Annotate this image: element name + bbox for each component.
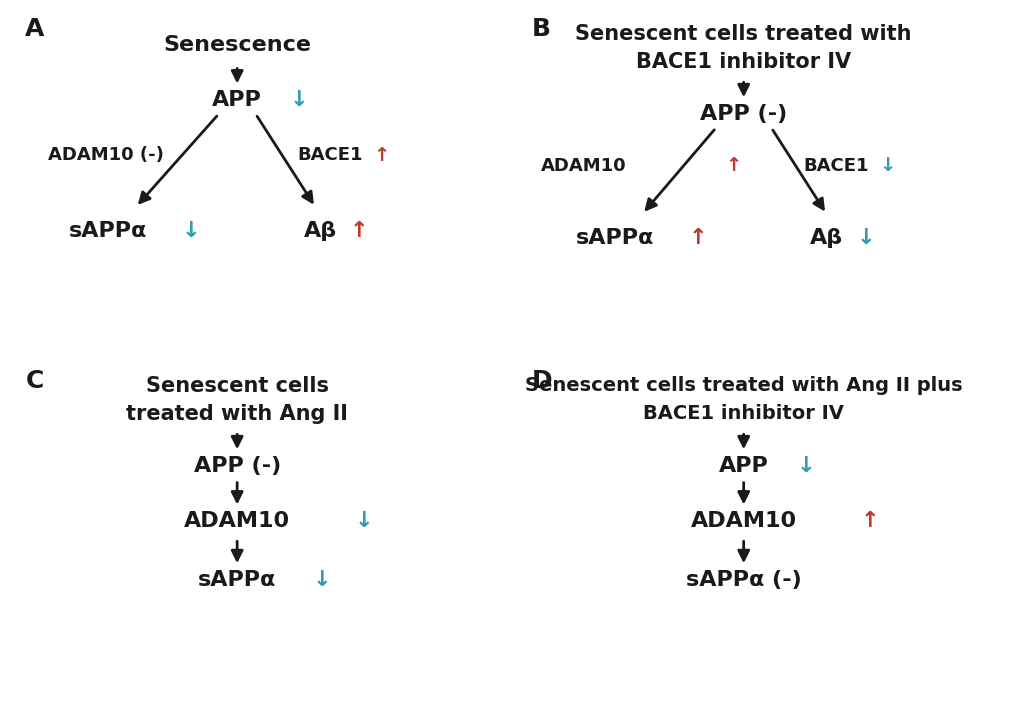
Text: ADAM10: ADAM10 (540, 156, 626, 175)
Text: ↓: ↓ (878, 156, 895, 175)
Text: ↓: ↓ (181, 221, 201, 241)
Text: ADAM10: ADAM10 (690, 511, 796, 531)
Text: B: B (531, 17, 550, 41)
Text: sAPPα: sAPPα (198, 570, 276, 590)
Text: sAPPα: sAPPα (69, 221, 147, 241)
Text: BACE1: BACE1 (297, 146, 362, 164)
Text: Aβ: Aβ (809, 228, 843, 248)
Text: D: D (531, 369, 552, 393)
Text: ↑: ↑ (860, 511, 878, 531)
Text: ↑: ↑ (350, 221, 368, 241)
Text: APP: APP (212, 90, 262, 110)
Text: APP (-): APP (-) (699, 104, 787, 124)
Text: BACE1 inhibitor IV: BACE1 inhibitor IV (636, 52, 851, 72)
Text: APP (-): APP (-) (194, 456, 280, 476)
Text: ↓: ↓ (355, 511, 373, 531)
Text: ↑: ↑ (688, 228, 706, 248)
Text: BACE1 inhibitor IV: BACE1 inhibitor IV (643, 404, 844, 423)
Text: BACE1: BACE1 (803, 156, 868, 175)
Text: Aβ: Aβ (304, 221, 336, 241)
Text: sAPPα: sAPPα (575, 228, 653, 248)
Text: ↑: ↑ (725, 156, 741, 175)
Text: treated with Ang II: treated with Ang II (126, 404, 347, 424)
Text: ↓: ↓ (796, 456, 814, 476)
Text: Senescent cells treated with Ang II plus: Senescent cells treated with Ang II plus (525, 376, 962, 395)
Text: ADAM10: ADAM10 (183, 511, 290, 531)
Text: A: A (25, 17, 45, 41)
Text: C: C (25, 369, 44, 393)
Text: ↓: ↓ (856, 228, 874, 248)
Text: Senescent cells: Senescent cells (146, 376, 328, 396)
Text: ↓: ↓ (289, 90, 309, 110)
Text: APP: APP (718, 456, 767, 476)
Text: Senescent cells treated with: Senescent cells treated with (575, 24, 911, 44)
Text: ↑: ↑ (373, 146, 389, 165)
Text: ADAM10 (-): ADAM10 (-) (48, 146, 164, 164)
Text: ↓: ↓ (313, 570, 331, 590)
Text: sAPPα (-): sAPPα (-) (685, 570, 801, 590)
Text: Senescence: Senescence (163, 35, 311, 55)
